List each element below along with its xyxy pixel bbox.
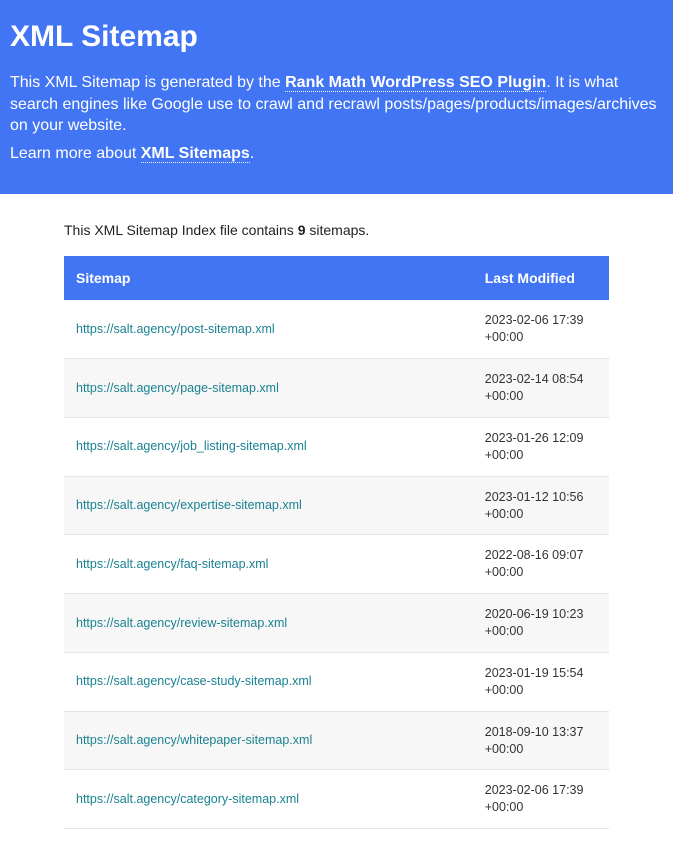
col-sitemap: Sitemap bbox=[64, 256, 473, 300]
sitemap-cell: https://salt.agency/page-sitemap.xml bbox=[64, 359, 473, 418]
table-row: https://salt.agency/post-sitemap.xml 2023… bbox=[64, 300, 609, 358]
summary-count: 9 bbox=[298, 222, 306, 238]
summary-text: This XML Sitemap Index file contains 9 s… bbox=[64, 222, 609, 238]
summary-after: sitemaps. bbox=[306, 222, 370, 238]
table-row: https://salt.agency/review-sitemap.xml 20… bbox=[64, 594, 609, 653]
header: XML Sitemap This XML Sitemap is generate… bbox=[0, 0, 673, 194]
table-row: https://salt.agency/expertise-sitemap.xm… bbox=[64, 476, 609, 535]
sitemap-link[interactable]: https://salt.agency/review-sitemap.xml bbox=[76, 616, 287, 630]
last-modified-cell: 2020-06-19 10:23 +00:00 bbox=[473, 594, 609, 653]
sitemaps-link[interactable]: XML Sitemaps bbox=[141, 145, 250, 163]
sitemap-cell: https://salt.agency/case-study-sitemap.x… bbox=[64, 652, 473, 711]
sitemap-link[interactable]: https://salt.agency/job_listing-sitemap.… bbox=[76, 439, 307, 453]
table-header-row: Sitemap Last Modified bbox=[64, 256, 609, 300]
sitemap-link[interactable]: https://salt.agency/page-sitemap.xml bbox=[76, 381, 279, 395]
last-modified-cell: 2023-01-19 15:54 +00:00 bbox=[473, 652, 609, 711]
sitemap-table: Sitemap Last Modified https://salt.agenc… bbox=[64, 256, 609, 829]
sitemap-cell: https://salt.agency/job_listing-sitemap.… bbox=[64, 417, 473, 476]
learn-after: . bbox=[250, 145, 254, 162]
sitemap-cell: https://salt.agency/expertise-sitemap.xm… bbox=[64, 476, 473, 535]
intro-before: This XML Sitemap is generated by the bbox=[10, 74, 285, 91]
last-modified-cell: 2018-09-10 13:37 +00:00 bbox=[473, 711, 609, 770]
content: This XML Sitemap Index file contains 9 s… bbox=[0, 194, 673, 853]
learn-before: Learn more about bbox=[10, 145, 141, 162]
plugin-link[interactable]: Rank Math WordPress SEO Plugin bbox=[285, 74, 546, 92]
sitemap-cell: https://salt.agency/category-sitemap.xml bbox=[64, 770, 473, 829]
last-modified-cell: 2023-01-12 10:56 +00:00 bbox=[473, 476, 609, 535]
sitemap-cell: https://salt.agency/review-sitemap.xml bbox=[64, 594, 473, 653]
sitemap-link[interactable]: https://salt.agency/expertise-sitemap.xm… bbox=[76, 498, 302, 512]
sitemap-link[interactable]: https://salt.agency/faq-sitemap.xml bbox=[76, 557, 268, 571]
last-modified-cell: 2023-01-26 12:09 +00:00 bbox=[473, 417, 609, 476]
sitemap-cell: https://salt.agency/whitepaper-sitemap.x… bbox=[64, 711, 473, 770]
sitemap-link[interactable]: https://salt.agency/whitepaper-sitemap.x… bbox=[76, 733, 312, 747]
intro-text: This XML Sitemap is generated by the Ran… bbox=[10, 72, 663, 137]
sitemap-cell: https://salt.agency/post-sitemap.xml bbox=[64, 300, 473, 358]
sitemap-cell: https://salt.agency/faq-sitemap.xml bbox=[64, 535, 473, 594]
sitemap-link[interactable]: https://salt.agency/category-sitemap.xml bbox=[76, 792, 299, 806]
table-row: https://salt.agency/category-sitemap.xml… bbox=[64, 770, 609, 829]
last-modified-cell: 2022-08-16 09:07 +00:00 bbox=[473, 535, 609, 594]
table-row: https://salt.agency/faq-sitemap.xml 2022-… bbox=[64, 535, 609, 594]
col-last-modified: Last Modified bbox=[473, 256, 609, 300]
sitemap-link[interactable]: https://salt.agency/post-sitemap.xml bbox=[76, 322, 275, 336]
learn-text: Learn more about XML Sitemaps. bbox=[10, 143, 663, 165]
last-modified-cell: 2023-02-06 17:39 +00:00 bbox=[473, 770, 609, 829]
table-row: https://salt.agency/job_listing-sitemap.… bbox=[64, 417, 609, 476]
sitemap-link[interactable]: https://salt.agency/case-study-sitemap.x… bbox=[76, 674, 312, 688]
summary-before: This XML Sitemap Index file contains bbox=[64, 222, 298, 238]
last-modified-cell: 2023-02-14 08:54 +00:00 bbox=[473, 359, 609, 418]
page-title: XML Sitemap bbox=[10, 20, 663, 54]
table-row: https://salt.agency/case-study-sitemap.x… bbox=[64, 652, 609, 711]
last-modified-cell: 2023-02-06 17:39 +00:00 bbox=[473, 300, 609, 358]
table-row: https://salt.agency/page-sitemap.xml 2023… bbox=[64, 359, 609, 418]
table-row: https://salt.agency/whitepaper-sitemap.x… bbox=[64, 711, 609, 770]
